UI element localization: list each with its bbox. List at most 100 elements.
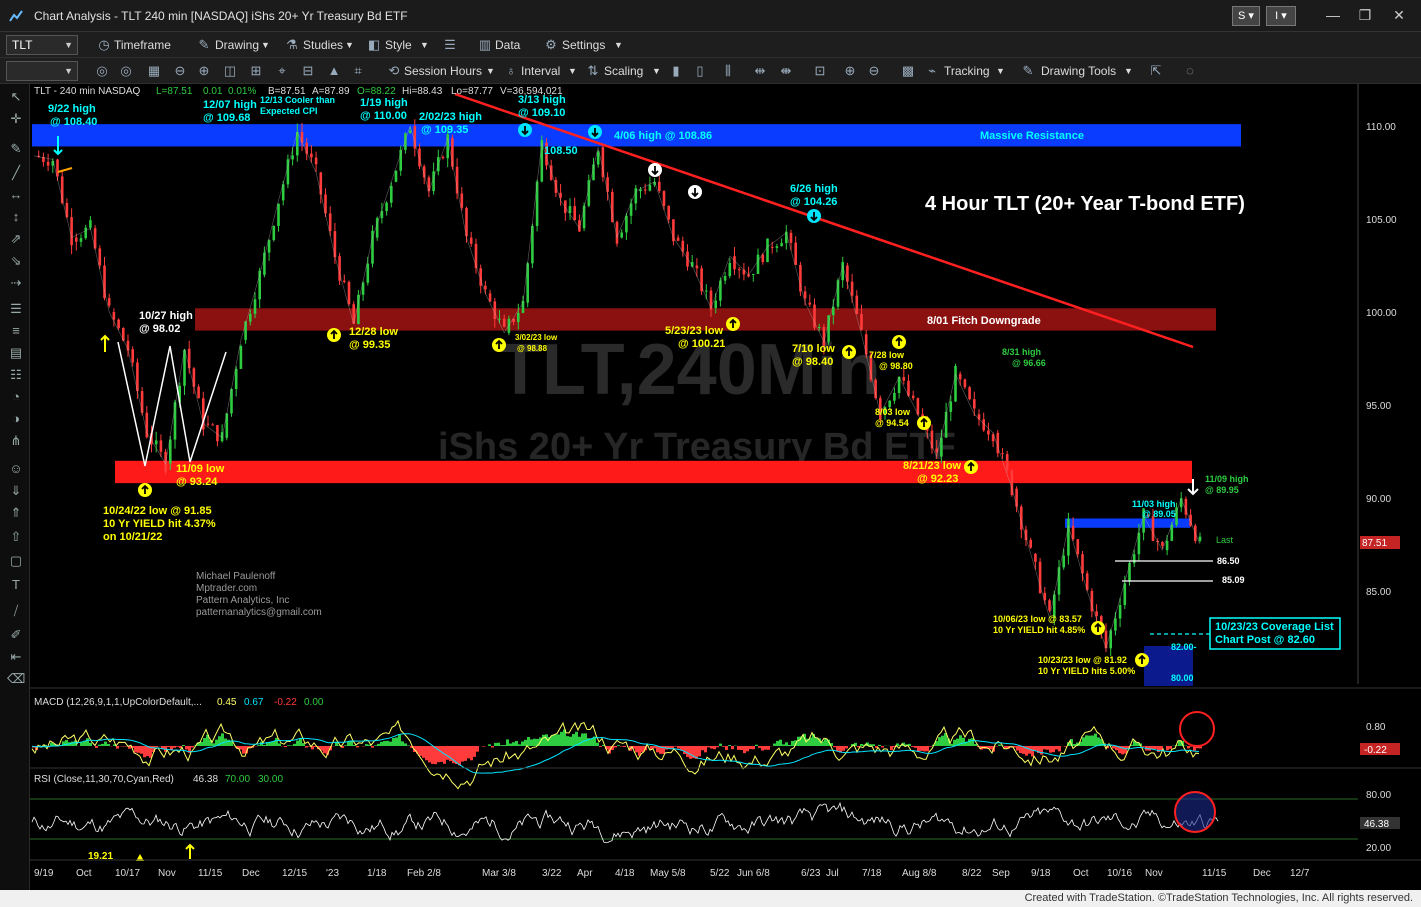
candle-body [911, 395, 915, 399]
export-icon[interactable]: ⇱ [1150, 63, 1162, 78]
chat-icon[interactable]: ◌ [1186, 63, 1194, 78]
interval-menu[interactable]: Interval [521, 64, 561, 78]
macd-histogram-bar [1112, 746, 1115, 749]
timeframe-icon: ◷ [98, 37, 110, 52]
last-price-value: 87.51 [1362, 538, 1387, 549]
candle-body [183, 349, 186, 386]
scaling-menu[interactable]: Scaling [604, 64, 644, 78]
magnify-plus-icon[interactable]: ⊕ [844, 63, 856, 78]
s-link-button[interactable]: S ▾ [1232, 6, 1260, 26]
extend-icon[interactable]: ⇢ [10, 275, 22, 290]
link-icon[interactable]: ⌗ [354, 63, 362, 78]
refresh-icon[interactable]: ◎ [120, 63, 132, 78]
gauge-icon[interactable]: ◑ [12, 411, 20, 426]
restore-button[interactable]: ❐ [1358, 7, 1372, 23]
candle-body [493, 301, 497, 320]
ann-119-1: 1/19 high [360, 97, 408, 109]
macd-histogram-bar [284, 746, 287, 748]
drawing-dropdown-icon[interactable]: ▼ [261, 40, 270, 50]
tracking-dropdown-icon[interactable]: ▼ [996, 66, 1005, 76]
compress-icon[interactable]: ⇼ [780, 63, 792, 78]
interval-dropdown-icon[interactable]: ▼ [568, 66, 577, 76]
fib-ext-icon[interactable]: ≡ [12, 323, 20, 338]
alert-icon[interactable]: ▲ [327, 63, 341, 78]
style-menu[interactable]: Style [385, 38, 412, 52]
macd-histogram-bar [788, 744, 791, 746]
bar-chart-icon[interactable]: ▮ [672, 63, 680, 78]
text-tool-icon[interactable]: T [12, 577, 20, 592]
calendar-icon[interactable]: ▦ [147, 63, 161, 78]
gann-icon[interactable]: ▤ [9, 345, 23, 360]
pointer-icon[interactable]: ↖ [10, 89, 22, 104]
channel-icon[interactable]: ⇗ [10, 231, 22, 246]
layout-icon[interactable]: ☰ [444, 37, 456, 52]
fib-icon[interactable]: ☰ [10, 301, 22, 316]
macd-plot [31, 719, 1202, 790]
eraser-icon[interactable]: ⌫ [7, 671, 26, 686]
ann-1027-1: 10/27 high [139, 310, 193, 322]
macd-highlight-circle [1179, 711, 1215, 747]
close-button[interactable]: ✕ [1393, 7, 1405, 23]
ray-icon[interactable]: ⇘ [10, 253, 22, 268]
camera-icon[interactable]: ◫ [223, 63, 237, 78]
settings-dropdown-icon[interactable]: ▼ [614, 40, 623, 50]
rectangle-tool-icon[interactable]: ▢ [9, 553, 23, 568]
symbol-input[interactable]: TLT ▼ [6, 35, 78, 55]
arrow-up-tool-icon[interactable]: ⇑ [10, 505, 22, 520]
data-menu[interactable]: Data [495, 38, 521, 52]
settings-menu[interactable]: Settings [562, 38, 606, 52]
studies-dropdown-icon[interactable]: ▼ [345, 40, 354, 50]
ruler-icon[interactable]: ⧸ [13, 603, 19, 618]
ohlc-icon[interactable]: ⫼ [725, 63, 731, 78]
grid-icon[interactable]: ▩ [901, 63, 915, 78]
cursor-icon[interactable]: ⌖ [278, 63, 286, 78]
price-chart[interactable]: TLT,240Min iShs 20+ Yr Treasury Bd ETF 1… [30, 84, 1421, 890]
macd-histogram-bar [1178, 740, 1181, 746]
pen-icon[interactable]: ✎ [10, 141, 22, 156]
levels-icon[interactable]: ☷ [10, 367, 22, 382]
split-icon[interactable]: ⊞ [250, 63, 262, 78]
arrow-down-tool-icon[interactable]: ⇓ [10, 483, 22, 498]
candle-body [300, 132, 304, 143]
candle-body [1165, 540, 1169, 551]
session-dropdown-icon[interactable]: ▼ [486, 66, 495, 76]
trendline-icon[interactable]: ╱ [12, 165, 20, 180]
crosshair-icon[interactable]: ✛ [10, 111, 22, 126]
zoom-out-icon[interactable]: ⊖ [174, 63, 186, 78]
studies-menu[interactable]: Studies [303, 38, 344, 52]
circle-tool-icon[interactable]: ◔ [12, 389, 20, 404]
highlighter-icon[interactable]: ✐ [10, 627, 22, 642]
drawing-tools-menu[interactable]: Drawing Tools [1041, 64, 1117, 78]
style-dropdown-icon[interactable]: ▼ [420, 40, 429, 50]
expand-icon[interactable]: ⊡ [814, 63, 826, 78]
chart-area[interactable]: TLT,240Min iShs 20+ Yr Treasury Bd ETF 1… [30, 84, 1421, 890]
candle-body [1038, 561, 1042, 593]
horizontal-line-icon[interactable]: ↔ [9, 187, 23, 202]
session-hours-menu[interactable]: Session Hours [404, 64, 483, 78]
minimize-button[interactable]: — [1326, 7, 1340, 23]
ann-803-2: @ 94.54 [875, 418, 909, 428]
scroll-icon[interactable]: ⇤ [10, 649, 22, 664]
drawing-tools-dropdown-icon[interactable]: ▼ [1124, 66, 1133, 76]
candle-body [855, 295, 859, 314]
macd-histogram-bar [890, 746, 893, 751]
secondary-symbol-input[interactable]: ▼ [6, 61, 78, 81]
i-link-button[interactable]: I ▾ [1266, 6, 1296, 26]
time-tick: Jul [826, 868, 839, 879]
smile-icon[interactable]: ☺ [9, 461, 23, 476]
timeframe-menu[interactable]: Timeframe [114, 38, 171, 52]
drawing-menu[interactable]: Drawing [215, 38, 260, 52]
spacing-icon[interactable]: ⇹ [754, 63, 766, 78]
sync-icon[interactable]: ◎ [96, 63, 108, 78]
candle-icon[interactable]: ▯ [696, 63, 704, 78]
tracking-menu[interactable]: Tracking [944, 64, 990, 78]
pitchfork-icon[interactable]: ⋔ [10, 433, 22, 448]
macd-histogram-bar [245, 746, 248, 754]
macd-histogram-bar [1085, 735, 1088, 746]
arrow-up-outline-icon[interactable]: ⇧ [10, 529, 22, 544]
magnify-minus-icon[interactable]: ⊖ [868, 63, 880, 78]
lock-icon[interactable]: ⊟ [302, 63, 314, 78]
vertical-line-icon[interactable]: ↕ [12, 209, 20, 224]
zoom-in-icon[interactable]: ⊕ [198, 63, 210, 78]
scaling-dropdown-icon[interactable]: ▼ [652, 66, 661, 76]
